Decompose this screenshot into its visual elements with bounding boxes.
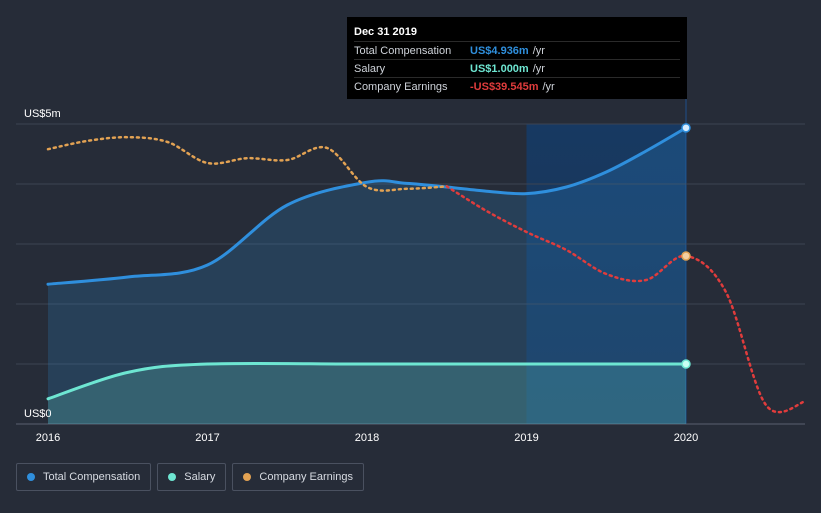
- tooltip-unit: /yr: [532, 62, 545, 75]
- legend-label: Salary: [184, 471, 216, 483]
- tooltip-unit: /yr: [532, 44, 545, 57]
- legend-dot-icon: [27, 473, 35, 481]
- company-earnings-line: [46, 135, 449, 192]
- legend-dot-icon: [168, 473, 177, 481]
- x-tick-label: 2018: [355, 432, 379, 444]
- company-earnings-negative-line: [445, 185, 807, 414]
- x-tick-label: 2016: [36, 432, 60, 444]
- tooltip-unit: /yr: [542, 80, 555, 93]
- legend-item-company-earnings[interactable]: Company Earnings: [232, 463, 364, 491]
- salary-point: [681, 359, 691, 369]
- y-tick-label: US$5m: [24, 108, 61, 120]
- company-earnings-point: [681, 251, 691, 261]
- tooltip-label: Salary: [354, 62, 386, 75]
- x-tick-label: 2017: [195, 432, 219, 444]
- total-compensation-line: [46, 126, 688, 286]
- x-tick-label: 2020: [674, 432, 698, 444]
- tooltip-label: Total Compensation: [354, 44, 452, 57]
- tooltip-label: Company Earnings: [354, 80, 448, 93]
- tooltip-value: US$4.936m: [470, 44, 529, 57]
- legend-item-total-compensation[interactable]: Total Compensation: [16, 463, 152, 491]
- salary-area: [48, 363, 686, 424]
- y-tick-label: US$0: [24, 408, 52, 420]
- tooltip: Dec 31 2019 Total Compensation US$4.936m…: [347, 17, 687, 99]
- legend-label: Company Earnings: [259, 471, 353, 483]
- legend-item-salary[interactable]: Salary: [157, 463, 227, 491]
- tooltip-row-salary: Salary US$1.000m /yr: [354, 59, 680, 77]
- legend: Total Compensation Salary Company Earnin…: [16, 463, 364, 491]
- tooltip-value: US$1.000m: [470, 62, 529, 75]
- total-compensation-area: [48, 127, 686, 425]
- legend-dot-icon: [243, 473, 252, 481]
- x-tick-label: 2019: [514, 432, 538, 444]
- legend-label: Total Compensation: [43, 471, 141, 483]
- total-compensation-point: [681, 123, 691, 133]
- tooltip-row-total-compensation: Total Compensation US$4.936m /yr: [354, 41, 680, 59]
- tooltip-row-company-earnings: Company Earnings -US$39.545m /yr: [354, 77, 680, 95]
- tooltip-value: -US$39.545m: [470, 80, 539, 93]
- salary-line: [46, 361, 688, 401]
- tooltip-date: Dec 31 2019: [354, 26, 417, 38]
